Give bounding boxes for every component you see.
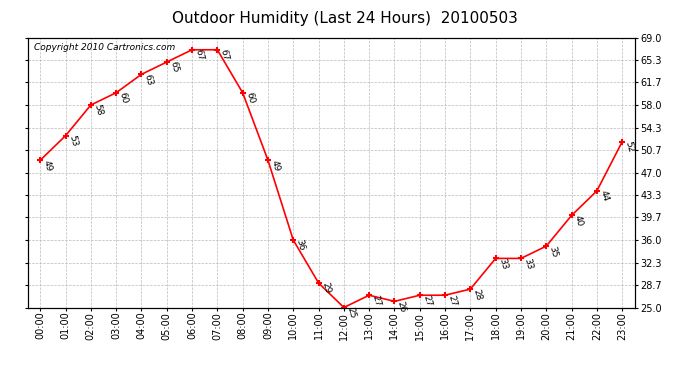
Text: 27: 27 xyxy=(371,294,382,307)
Text: 60: 60 xyxy=(117,92,129,105)
Text: 26: 26 xyxy=(396,300,408,313)
Text: 40: 40 xyxy=(573,214,584,227)
Text: Outdoor Humidity (Last 24 Hours)  20100503: Outdoor Humidity (Last 24 Hours) 2010050… xyxy=(172,11,518,26)
Text: 33: 33 xyxy=(497,257,509,270)
Text: 49: 49 xyxy=(269,159,281,172)
Text: 27: 27 xyxy=(421,294,433,307)
Text: 29: 29 xyxy=(320,282,332,295)
Text: 52: 52 xyxy=(624,140,635,154)
Text: 36: 36 xyxy=(295,238,306,252)
Text: 67: 67 xyxy=(193,48,205,62)
Text: 44: 44 xyxy=(598,189,610,203)
Text: 67: 67 xyxy=(219,48,230,62)
Text: 65: 65 xyxy=(168,61,180,74)
Text: 27: 27 xyxy=(446,294,458,307)
Text: 60: 60 xyxy=(244,92,256,105)
Text: 25: 25 xyxy=(345,306,357,320)
Text: 58: 58 xyxy=(92,104,104,117)
Text: 49: 49 xyxy=(41,159,53,172)
Text: 35: 35 xyxy=(548,245,560,258)
Text: 53: 53 xyxy=(67,134,79,148)
Text: 63: 63 xyxy=(143,73,155,86)
Text: Copyright 2010 Cartronics.com: Copyright 2010 Cartronics.com xyxy=(34,43,175,52)
Text: 28: 28 xyxy=(472,288,484,301)
Text: 33: 33 xyxy=(522,257,534,270)
